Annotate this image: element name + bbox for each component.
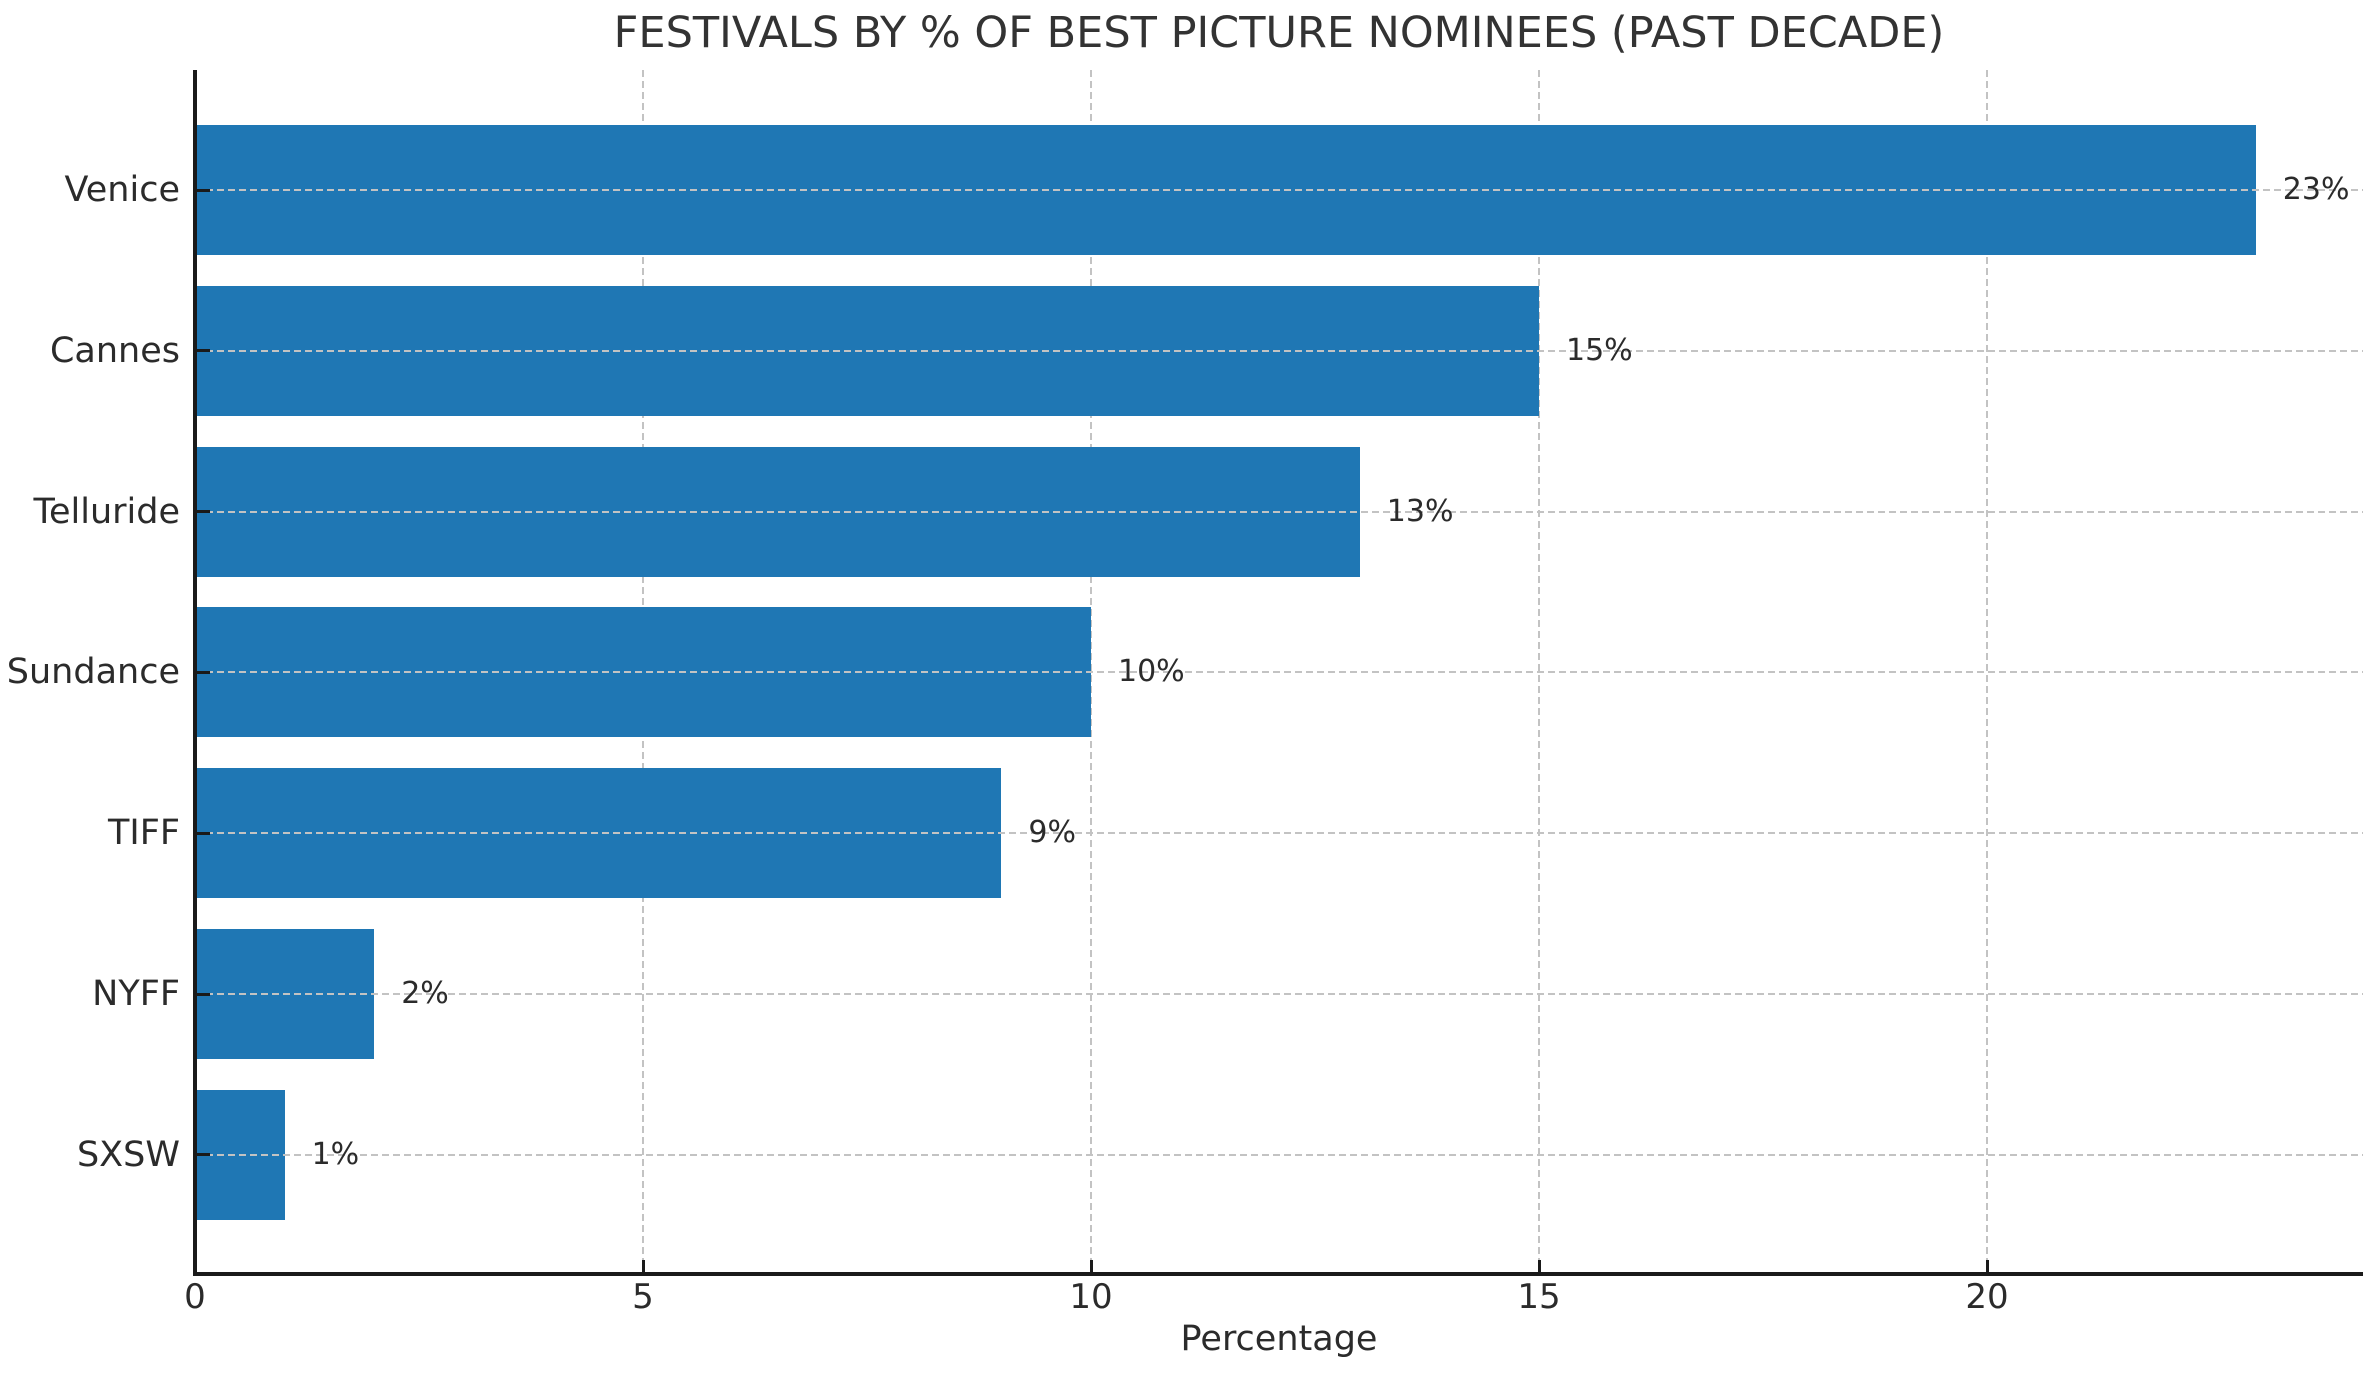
gridline-horizontal [195, 349, 2363, 352]
y-tick-mark [193, 188, 210, 192]
gridline-horizontal [195, 671, 2363, 674]
gridline-horizontal [195, 510, 2363, 513]
category-tick-label: Sundance [6, 652, 180, 693]
category-tick-label: Cannes [49, 330, 180, 371]
x-tick-label: 15 [1517, 1277, 1561, 1317]
y-tick-mark [193, 992, 210, 996]
bar-value-label: 1% [311, 1136, 360, 1172]
category-tick-label: TIFF [108, 813, 180, 854]
y-tick-mark [193, 510, 210, 514]
y-tick-mark [193, 349, 210, 353]
gridline-horizontal [195, 189, 2363, 191]
category-tick-label: Telluride [33, 491, 180, 532]
x-tick-mark [194, 1260, 197, 1272]
bar-value-label: 15% [1566, 332, 1633, 368]
bar-value-label: 2% [401, 976, 449, 1011]
chart-title: FESTIVALS BY % OF BEST PICTURE NOMINEES … [613, 8, 1945, 58]
bar-value-label: 9% [1028, 815, 1076, 851]
y-tick-mark [193, 831, 210, 835]
category-tick-label: Venice [64, 170, 180, 210]
x-tick-label: 0 [184, 1277, 206, 1317]
gridline-vertical [1090, 70, 1092, 1260]
x-tick-mark [1986, 1260, 1989, 1272]
gridline-vertical [1986, 70, 1988, 1260]
bar-value-label: 23% [2282, 172, 2350, 207]
y-tick-mark [193, 1153, 210, 1157]
x-tick-label: 10 [1069, 1277, 1113, 1317]
x-axis-spine [193, 1272, 2363, 1276]
gridline-horizontal [195, 1153, 2363, 1156]
x-tick-mark [1538, 1260, 1541, 1272]
y-tick-mark [193, 670, 210, 674]
bar-value-label: 13% [1386, 493, 1454, 529]
gridline-horizontal [195, 993, 2363, 995]
x-tick-label: 20 [1965, 1277, 2009, 1317]
category-tick-label: SXSW [76, 1134, 180, 1175]
x-tick-mark [1090, 1260, 1093, 1272]
x-tick-mark [642, 1260, 645, 1272]
category-tick-label: NYFF [92, 974, 180, 1014]
x-axis-label: Percentage [1180, 1319, 1378, 1359]
gridline-horizontal [195, 832, 2363, 835]
bar-value-label: 10% [1118, 654, 1185, 690]
x-tick-label: 5 [632, 1277, 654, 1317]
gridline-vertical [1538, 70, 1540, 1260]
